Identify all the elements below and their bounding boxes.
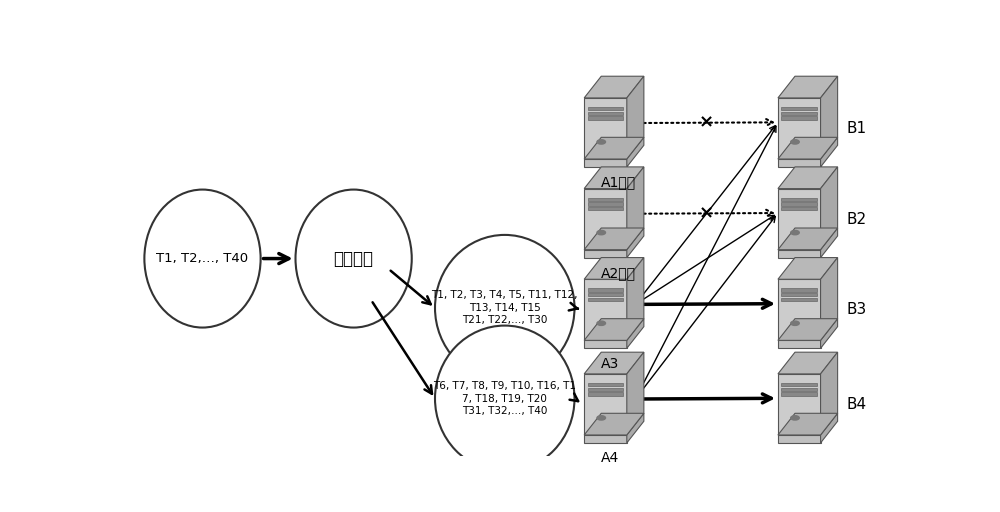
FancyBboxPatch shape bbox=[781, 116, 817, 120]
Polygon shape bbox=[778, 76, 838, 98]
Text: A4: A4 bbox=[601, 452, 619, 465]
Text: B3: B3 bbox=[847, 302, 867, 317]
Polygon shape bbox=[627, 76, 644, 159]
Text: ×: × bbox=[699, 204, 714, 222]
FancyBboxPatch shape bbox=[781, 297, 817, 301]
Circle shape bbox=[597, 416, 606, 420]
FancyBboxPatch shape bbox=[781, 288, 817, 292]
Polygon shape bbox=[584, 352, 644, 374]
Circle shape bbox=[791, 321, 799, 326]
Polygon shape bbox=[821, 352, 838, 435]
Circle shape bbox=[597, 140, 606, 144]
Polygon shape bbox=[584, 167, 644, 188]
FancyBboxPatch shape bbox=[781, 107, 817, 111]
Polygon shape bbox=[627, 167, 644, 250]
Text: A2故障: A2故障 bbox=[601, 266, 636, 280]
FancyBboxPatch shape bbox=[588, 297, 623, 301]
FancyBboxPatch shape bbox=[781, 293, 817, 296]
Circle shape bbox=[791, 230, 799, 234]
Polygon shape bbox=[584, 250, 627, 258]
FancyBboxPatch shape bbox=[781, 207, 817, 210]
Polygon shape bbox=[584, 76, 644, 98]
FancyBboxPatch shape bbox=[588, 202, 623, 206]
Text: 总控节点: 总控节点 bbox=[334, 249, 374, 268]
FancyBboxPatch shape bbox=[588, 198, 623, 201]
Polygon shape bbox=[778, 188, 821, 250]
FancyBboxPatch shape bbox=[588, 207, 623, 210]
Polygon shape bbox=[821, 413, 838, 443]
Polygon shape bbox=[778, 137, 838, 159]
FancyBboxPatch shape bbox=[781, 112, 817, 115]
FancyBboxPatch shape bbox=[588, 112, 623, 115]
Polygon shape bbox=[584, 318, 644, 340]
FancyBboxPatch shape bbox=[781, 392, 817, 396]
FancyBboxPatch shape bbox=[781, 383, 817, 387]
Polygon shape bbox=[778, 352, 838, 374]
Polygon shape bbox=[778, 340, 821, 348]
Polygon shape bbox=[821, 258, 838, 340]
Polygon shape bbox=[584, 188, 627, 250]
FancyBboxPatch shape bbox=[781, 198, 817, 201]
Polygon shape bbox=[821, 76, 838, 159]
Polygon shape bbox=[821, 137, 838, 167]
Polygon shape bbox=[778, 258, 838, 279]
Ellipse shape bbox=[296, 189, 412, 328]
Text: T1, T2,…, T40: T1, T2,…, T40 bbox=[156, 252, 249, 265]
Polygon shape bbox=[821, 318, 838, 348]
FancyBboxPatch shape bbox=[781, 388, 817, 391]
FancyBboxPatch shape bbox=[588, 107, 623, 111]
Polygon shape bbox=[584, 137, 644, 159]
Ellipse shape bbox=[435, 235, 574, 381]
Polygon shape bbox=[778, 250, 821, 258]
Text: A1故障: A1故障 bbox=[601, 176, 636, 189]
Polygon shape bbox=[584, 98, 627, 159]
Polygon shape bbox=[627, 413, 644, 443]
Polygon shape bbox=[821, 167, 838, 250]
Polygon shape bbox=[584, 228, 644, 250]
Circle shape bbox=[597, 321, 606, 326]
Polygon shape bbox=[584, 374, 627, 435]
Polygon shape bbox=[778, 228, 838, 250]
Text: B1: B1 bbox=[847, 121, 867, 136]
Ellipse shape bbox=[435, 326, 574, 472]
Polygon shape bbox=[627, 258, 644, 340]
FancyBboxPatch shape bbox=[588, 388, 623, 391]
Circle shape bbox=[791, 140, 799, 144]
Circle shape bbox=[597, 230, 606, 234]
FancyBboxPatch shape bbox=[588, 288, 623, 292]
Text: ×: × bbox=[699, 114, 714, 132]
Text: T1, T2, T3, T4, T5, T11, T12,
T13, T14, T15
T21, T22,…, T30: T1, T2, T3, T4, T5, T11, T12, T13, T14, … bbox=[432, 290, 578, 325]
Polygon shape bbox=[778, 167, 838, 188]
Text: A3: A3 bbox=[601, 357, 619, 371]
Circle shape bbox=[791, 416, 799, 420]
Polygon shape bbox=[778, 413, 838, 435]
Polygon shape bbox=[627, 137, 644, 167]
Polygon shape bbox=[584, 159, 627, 167]
Polygon shape bbox=[778, 318, 838, 340]
Polygon shape bbox=[584, 435, 627, 443]
Polygon shape bbox=[627, 318, 644, 348]
Polygon shape bbox=[778, 159, 821, 167]
Text: B2: B2 bbox=[847, 211, 867, 227]
Text: B4: B4 bbox=[847, 397, 867, 412]
Text: T6, T7, T8, T9, T10, T16, T1
7, T18, T19, T20
T31, T32,…, T40: T6, T7, T8, T9, T10, T16, T1 7, T18, T19… bbox=[433, 381, 576, 416]
Polygon shape bbox=[778, 374, 821, 435]
FancyBboxPatch shape bbox=[781, 202, 817, 206]
Polygon shape bbox=[584, 340, 627, 348]
FancyBboxPatch shape bbox=[588, 116, 623, 120]
Ellipse shape bbox=[144, 189, 261, 328]
Polygon shape bbox=[584, 258, 644, 279]
Polygon shape bbox=[584, 413, 644, 435]
Polygon shape bbox=[627, 352, 644, 435]
FancyBboxPatch shape bbox=[588, 383, 623, 387]
FancyBboxPatch shape bbox=[588, 293, 623, 296]
Polygon shape bbox=[821, 228, 838, 258]
Polygon shape bbox=[627, 228, 644, 258]
Polygon shape bbox=[778, 279, 821, 340]
Polygon shape bbox=[778, 98, 821, 159]
Polygon shape bbox=[778, 435, 821, 443]
FancyBboxPatch shape bbox=[588, 392, 623, 396]
Polygon shape bbox=[584, 279, 627, 340]
